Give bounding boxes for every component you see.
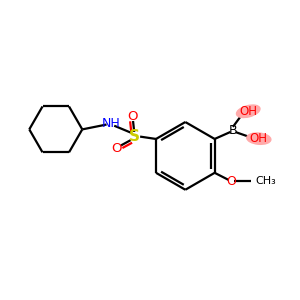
- Text: O: O: [226, 175, 236, 188]
- Text: OH: OH: [250, 132, 268, 145]
- Text: B: B: [229, 124, 237, 137]
- Text: O: O: [127, 110, 138, 123]
- Text: O: O: [111, 142, 122, 155]
- Text: S: S: [129, 129, 140, 144]
- Text: CH₃: CH₃: [255, 176, 276, 186]
- Ellipse shape: [247, 133, 271, 144]
- Text: OH: OH: [239, 105, 257, 118]
- Ellipse shape: [236, 105, 260, 118]
- Text: NH: NH: [101, 117, 120, 130]
